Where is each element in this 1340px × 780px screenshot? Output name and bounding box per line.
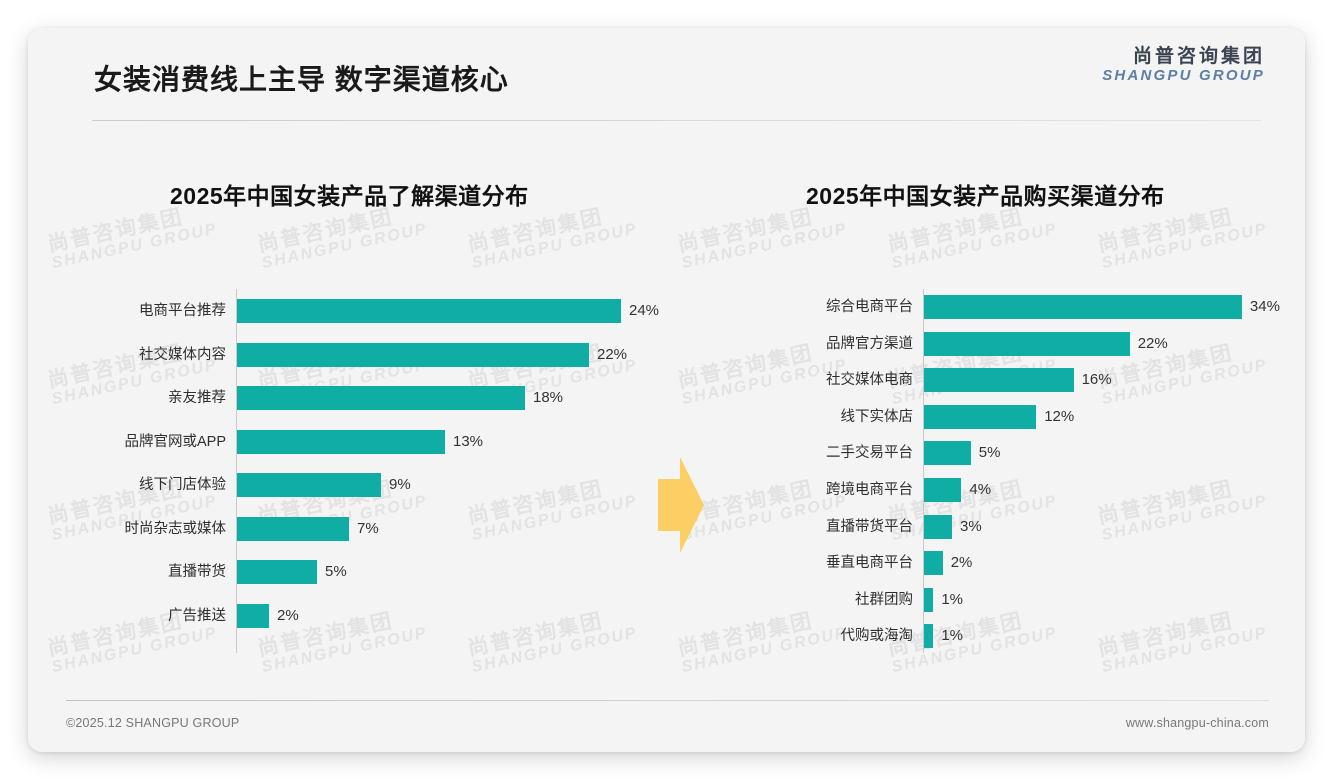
slide-footer: ©2025.12 SHANGPU GROUP www.shangpu-china… bbox=[28, 700, 1305, 752]
chart-bar-row: 电商平台推荐 24% bbox=[114, 293, 674, 329]
chart-bar-row: 亲友推荐 18% bbox=[114, 380, 674, 416]
chart-bar-row: 综合电商平台 34% bbox=[758, 289, 1298, 325]
chart-bar-row: 直播带货 5% bbox=[114, 554, 674, 590]
bar bbox=[924, 514, 953, 539]
bar-value-label: 18% bbox=[533, 389, 564, 406]
bar bbox=[924, 295, 1242, 319]
charts-board: 尚普咨询集团 SHANGPU GROUP 尚普咨询集团 SHANGPU GROUP 尚普… bbox=[28, 121, 1305, 699]
chart-bar-row: 跨境电商平台 4% bbox=[758, 472, 1298, 508]
bar-value-label: 4% bbox=[969, 481, 992, 498]
bar bbox=[924, 441, 971, 466]
bar bbox=[237, 342, 589, 367]
slide-header: 女装消费线上主导 数字渠道核心 尚普咨询集团 SHANGPU GROUP bbox=[28, 28, 1305, 120]
bar bbox=[237, 429, 445, 454]
chart-bar-row: 品牌官网或APP 13% bbox=[114, 424, 674, 460]
chart-bar-row: 二手交易平台 5% bbox=[758, 435, 1298, 471]
watermark-en: SHANGPU GROUP bbox=[470, 220, 640, 273]
bar-value-label: 1% bbox=[941, 590, 964, 608]
chart-bar-row: 直播带货平台 3% bbox=[758, 509, 1298, 545]
bar-category-label: 电商平台推荐 bbox=[139, 303, 226, 319]
chart-title-purchase: 2025年中国女装产品购买渠道分布 bbox=[806, 183, 1165, 209]
watermark-en: SHANGPU GROUP bbox=[1100, 220, 1270, 273]
bar bbox=[924, 624, 934, 649]
bar-category-label: 垂直电商平台 bbox=[826, 555, 913, 572]
bar-value-label: 34% bbox=[1249, 298, 1280, 315]
watermark-en: SHANGPU GROUP bbox=[890, 220, 1060, 273]
bar bbox=[924, 551, 943, 576]
watermark-en: SHANGPU GROUP bbox=[50, 220, 220, 273]
chart-bar-row: 社交媒体电商 16% bbox=[758, 362, 1298, 398]
chart-bar-row: 代购或海淘 1% bbox=[758, 618, 1298, 654]
bar-category-label: 跨境电商平台 bbox=[826, 482, 913, 498]
bar bbox=[237, 299, 621, 323]
bar-value-label: 22% bbox=[597, 345, 628, 363]
bar-category-label: 线下门店体验 bbox=[139, 477, 226, 493]
bar-value-label: 13% bbox=[453, 432, 484, 450]
bar-value-label: 5% bbox=[325, 563, 347, 580]
chart-bar-row: 时尚杂志或媒体 7% bbox=[114, 511, 674, 547]
bar-category-label: 社交媒体电商 bbox=[826, 372, 913, 389]
bar bbox=[237, 560, 317, 584]
footer-website: www.shangpu-china.com bbox=[1125, 716, 1269, 730]
chart-axis-line bbox=[236, 289, 237, 653]
bar-category-label: 社群团购 bbox=[855, 591, 913, 608]
bar-category-label: 直播带货平台 bbox=[826, 518, 913, 535]
watermark-en: SHANGPU GROUP bbox=[260, 220, 430, 273]
bar-value-label: 24% bbox=[629, 302, 660, 319]
slide-card: 女装消费线上主导 数字渠道核心 尚普咨询集团 SHANGPU GROUP 尚普咨… bbox=[28, 28, 1305, 752]
bar-category-label: 品牌官网或APP bbox=[124, 433, 226, 450]
bar-category-label: 代购或海淘 bbox=[840, 628, 914, 645]
bar bbox=[237, 386, 525, 410]
bar-category-label: 广告推送 bbox=[168, 607, 226, 624]
page-title: 女装消费线上主导 数字渠道核心 bbox=[94, 64, 509, 95]
bar-category-label: 亲友推荐 bbox=[168, 390, 226, 406]
chart-bar-row: 线下门店体验 9% bbox=[114, 467, 674, 503]
bar bbox=[924, 331, 1130, 356]
bar-category-label: 线下实体店 bbox=[840, 408, 914, 425]
bar-category-label: 品牌官方渠道 bbox=[826, 335, 913, 352]
chart-bar-row: 品牌官方渠道 22% bbox=[758, 326, 1298, 362]
header-divider bbox=[92, 120, 1261, 121]
chart-axis-line bbox=[923, 289, 924, 653]
watermark-en: SHANGPU GROUP bbox=[680, 220, 850, 273]
bar bbox=[237, 516, 349, 541]
brand-logo-cn: 尚普咨询集团 bbox=[1132, 46, 1265, 67]
bar-category-label: 时尚杂志或媒体 bbox=[124, 520, 227, 537]
bar bbox=[924, 404, 1037, 429]
bar-value-label: 1% bbox=[941, 627, 964, 645]
flow-arrow-right-icon bbox=[650, 453, 708, 557]
chart-title-awareness: 2025年中国女装产品了解渠道分布 bbox=[170, 183, 529, 209]
bar-value-label: 2% bbox=[277, 606, 299, 624]
bar-category-label: 二手交易平台 bbox=[826, 445, 913, 462]
bar-value-label: 5% bbox=[978, 444, 1001, 462]
bar-value-label: 7% bbox=[357, 519, 379, 537]
bar bbox=[924, 478, 962, 502]
bar-value-label: 9% bbox=[389, 476, 411, 493]
bar bbox=[924, 587, 934, 612]
bar-value-label: 2% bbox=[950, 554, 973, 572]
footer-divider bbox=[66, 700, 1269, 701]
chart-bar-row: 线下实体店 12% bbox=[758, 399, 1298, 435]
bar bbox=[237, 603, 269, 628]
chart-bar-row: 社交媒体内容 22% bbox=[114, 337, 674, 373]
brand-logo: 尚普咨询集团 SHANGPU GROUP bbox=[1102, 46, 1265, 85]
bar-value-label: 12% bbox=[1044, 407, 1075, 425]
chart-bar-row: 广告推送 2% bbox=[114, 598, 674, 634]
bar bbox=[924, 368, 1074, 393]
bar-value-label: 3% bbox=[960, 517, 982, 535]
bar-category-label: 综合电商平台 bbox=[826, 299, 913, 315]
bar bbox=[237, 473, 381, 497]
bar-category-label: 社交媒体内容 bbox=[139, 346, 226, 363]
brand-logo-en: SHANGPU GROUP bbox=[1102, 67, 1265, 85]
chart-bar-row: 社群团购 1% bbox=[758, 582, 1298, 618]
bar-value-label: 22% bbox=[1137, 334, 1168, 352]
chart-bar-row: 垂直电商平台 2% bbox=[758, 545, 1298, 581]
footer-copyright: ©2025.12 SHANGPU GROUP bbox=[66, 716, 240, 730]
bar-category-label: 直播带货 bbox=[168, 564, 226, 580]
bar-value-label: 16% bbox=[1081, 371, 1112, 389]
